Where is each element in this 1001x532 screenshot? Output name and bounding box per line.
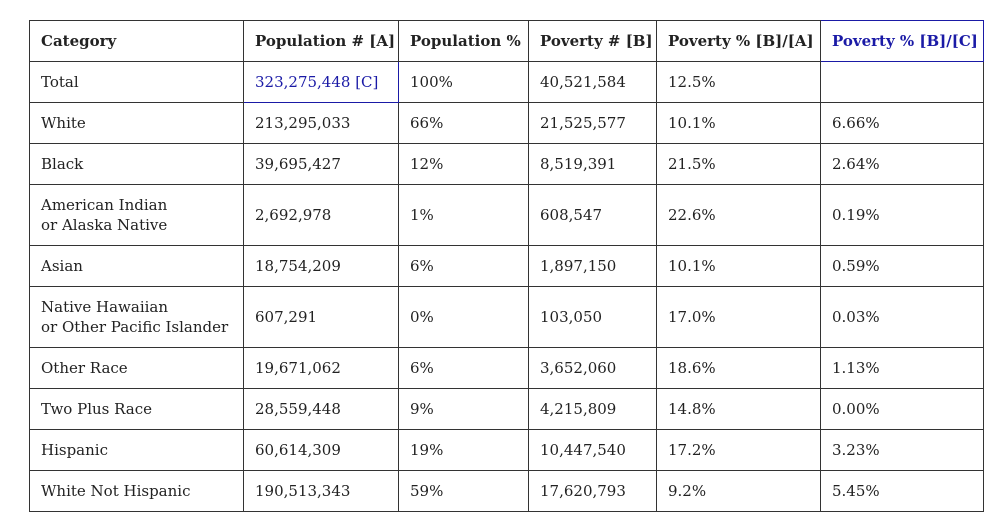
table-header-row: Category Population # [A] Population % P…: [29, 20, 984, 62]
table-row: White Not Hispanic 190,513,343 59% 17,620,7…: [29, 470, 984, 512]
cell-poverty-count: 17,620,793: [528, 470, 657, 512]
cell-poverty-percent-a: 14.8%: [656, 388, 821, 430]
header-population-percent: Population %: [398, 20, 529, 62]
cell-poverty-percent-c: 2.64%: [820, 143, 984, 185]
cell-population-count: 2,692,978: [243, 184, 399, 246]
cell-poverty-count: 10,447,540: [528, 429, 657, 471]
poverty-by-race-table: Category Population # [A] Population % P…: [29, 20, 984, 512]
cell-category: White: [29, 102, 244, 144]
cell-poverty-percent-c: 1.13%: [820, 347, 984, 389]
cell-poverty-count: 21,525,577: [528, 102, 657, 144]
cell-category: Native Hawaiian or Other Pacific Islander: [29, 286, 244, 348]
cell-category: Asian: [29, 245, 244, 287]
cell-poverty-count: 103,050: [528, 286, 657, 348]
cell-poverty-percent-a: 21.5%: [656, 143, 821, 185]
header-poverty-percent-a: Poverty % [B]/[A]: [656, 20, 821, 62]
table-row: American Indian or Alaska Native 2,692,978…: [29, 184, 984, 246]
cell-population-count: 28,559,448: [243, 388, 399, 430]
header-category: Category: [29, 20, 244, 62]
table-row: White 213,295,033 66% 21,525,577 10.1% 6.66%: [29, 102, 984, 144]
cell-poverty-percent-a: 9.2%: [656, 470, 821, 512]
cell-poverty-percent-c: 5.45%: [820, 470, 984, 512]
cell-population-count: 213,295,033: [243, 102, 399, 144]
cell-population-count: 18,754,209: [243, 245, 399, 287]
table-row: Other Race 19,671,062 6% 3,652,060 18.6% 1.13…: [29, 347, 984, 389]
cell-population-percent: 19%: [398, 429, 529, 471]
cell-population-percent: 6%: [398, 245, 529, 287]
cell-poverty-count: 8,519,391: [528, 143, 657, 185]
cell-population-percent: 1%: [398, 184, 529, 246]
cell-category: Total: [29, 61, 244, 103]
cell-poverty-percent-a: 17.0%: [656, 286, 821, 348]
cell-poverty-count: 608,547: [528, 184, 657, 246]
cell-category: Hispanic: [29, 429, 244, 471]
cell-poverty-percent-a: 12.5%: [656, 61, 821, 103]
table-row: Black 39,695,427 12% 8,519,391 21.5% 2.64%: [29, 143, 984, 185]
cell-population-count: 39,695,427: [243, 143, 399, 185]
cell-population-percent: 66%: [398, 102, 529, 144]
cell-poverty-percent-c: 0.59%: [820, 245, 984, 287]
cell-category: Black: [29, 143, 244, 185]
table-row: Two Plus Race 28,559,448 9% 4,215,809 14.8% 0…: [29, 388, 984, 430]
header-poverty-count: Poverty # [B]: [528, 20, 657, 62]
cell-poverty-percent-a: 22.6%: [656, 184, 821, 246]
cell-population-count: 60,614,309: [243, 429, 399, 471]
header-population-count: Population # [A]: [243, 20, 399, 62]
cell-poverty-percent-c: 0.00%: [820, 388, 984, 430]
cell-poverty-count: 1,897,150: [528, 245, 657, 287]
poverty-table-container: Category Population # [A] Population % P…: [29, 20, 984, 512]
header-poverty-percent-c: Poverty % [B]/[C]: [820, 20, 984, 62]
cell-population-count: 190,513,343: [243, 470, 399, 512]
cell-poverty-count: 4,215,809: [528, 388, 657, 430]
cell-poverty-percent-c: 3.23%: [820, 429, 984, 471]
cell-population-percent: 9%: [398, 388, 529, 430]
cell-poverty-count: 3,652,060: [528, 347, 657, 389]
cell-population-percent: 12%: [398, 143, 529, 185]
cell-poverty-percent-c: [820, 61, 984, 103]
cell-poverty-percent-c: 0.03%: [820, 286, 984, 348]
cell-poverty-count: 40,521,584: [528, 61, 657, 103]
cell-poverty-percent-a: 10.1%: [656, 245, 821, 287]
cell-population-percent: 100%: [398, 61, 529, 103]
table-row: Total 323,275,448 [C] 100% 40,521,584 12.5%: [29, 61, 984, 103]
cell-population-count: 19,671,062: [243, 347, 399, 389]
cell-poverty-percent-a: 17.2%: [656, 429, 821, 471]
cell-poverty-percent-a: 10.1%: [656, 102, 821, 144]
cell-population-percent: 6%: [398, 347, 529, 389]
cell-population-count: 607,291: [243, 286, 399, 348]
cell-category: White Not Hispanic: [29, 470, 244, 512]
table-row: Native Hawaiian or Other Pacific Islander…: [29, 286, 984, 348]
cell-category: Other Race: [29, 347, 244, 389]
cell-population-percent: 0%: [398, 286, 529, 348]
cell-category: American Indian or Alaska Native: [29, 184, 244, 246]
cell-category: Two Plus Race: [29, 388, 244, 430]
cell-poverty-percent-c: 0.19%: [820, 184, 984, 246]
cell-poverty-percent-c: 6.66%: [820, 102, 984, 144]
cell-population-count: 323,275,448 [C]: [243, 61, 399, 103]
cell-population-percent: 59%: [398, 470, 529, 512]
table-row: Asian 18,754,209 6% 1,897,150 10.1% 0.59%: [29, 245, 984, 287]
table-row: Hispanic 60,614,309 19% 10,447,540 17.2% 3.23…: [29, 429, 984, 471]
cell-poverty-percent-a: 18.6%: [656, 347, 821, 389]
